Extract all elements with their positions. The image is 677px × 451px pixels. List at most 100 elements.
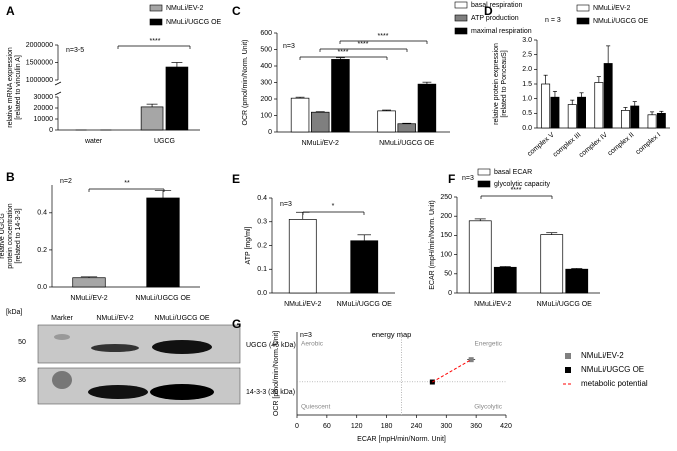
panel-label: D <box>484 4 493 18</box>
legend-swatch <box>149 18 163 26</box>
x-tick-label: complex II <box>607 132 636 158</box>
y-tick-label: 0 <box>448 290 452 297</box>
y-tick-label: 0 <box>268 129 272 136</box>
y-tick-label: 200 <box>440 213 452 220</box>
x-tick-label: water <box>84 138 103 145</box>
axis-break <box>54 81 62 86</box>
y-tick-label: 400 <box>260 63 272 70</box>
panel-label: F <box>448 172 455 186</box>
bar <box>468 220 492 294</box>
blot-band <box>152 340 212 354</box>
annotation: n=3 <box>280 201 292 208</box>
panel-label: G <box>232 317 241 331</box>
x-tick-label: NMuLi/EV-2 <box>70 295 107 302</box>
quadrant-label: Glycolytic <box>474 404 503 411</box>
y-tick-label: 150 <box>440 232 452 239</box>
bar <box>540 234 564 294</box>
legend-label: NMuLi/UGCG OE <box>581 365 644 374</box>
x-axis-label: ECAR [mpH/min/Norm. Unit] <box>357 436 446 443</box>
annotation: **** <box>338 49 349 56</box>
legend-label: NMuLi/UGCG OE <box>593 18 649 25</box>
y-axis-label: [related to 14-3-3] <box>15 208 22 263</box>
y-axis-label: ECAR (mpH/min/Norm. Unit) <box>429 200 436 289</box>
y-tick-label: 0.5 <box>522 110 532 117</box>
point <box>468 357 474 363</box>
y-axis-label: OCR (pmol/min/Norm. Unit) <box>242 40 249 126</box>
y-tick-label: 0 <box>49 127 53 134</box>
x-tick-label: 120 <box>351 423 363 430</box>
bar <box>541 83 551 129</box>
legend-label: NMuLi/UGCG OE <box>166 19 222 26</box>
y-tick-label: 3.0 <box>522 37 532 44</box>
quadrant-label: Quiescent <box>301 404 330 411</box>
bar <box>594 82 604 129</box>
y-tick-label: 0.0 <box>257 290 267 297</box>
annotation: n=3 <box>283 43 295 50</box>
lane-label: NMuLi/UGCG OE <box>154 315 210 322</box>
panel-label: A <box>6 4 15 18</box>
blot-band <box>52 371 72 389</box>
y-tick-label: 0.2 <box>37 247 47 254</box>
bar <box>630 105 640 129</box>
bar <box>603 63 613 129</box>
legend-swatch <box>149 4 163 12</box>
bar <box>311 111 330 133</box>
western-blot: [kDa] Marker NMuLi/EV-2 NMuLi/UGCG OE 50… <box>6 309 296 405</box>
bar <box>620 110 630 129</box>
y-axis-label: [related to vinculin A] <box>15 55 22 120</box>
y-tick-label: 0.4 <box>37 210 47 217</box>
panel-label: B <box>6 170 15 184</box>
panel-label: C <box>232 4 241 18</box>
y-tick-label: 0.0 <box>37 284 47 291</box>
annotation: **** <box>511 187 522 194</box>
blot-panel <box>37 367 241 405</box>
bar <box>567 104 577 129</box>
chart-title: energy map <box>372 330 412 339</box>
y-tick-label: 300 <box>260 79 272 86</box>
legend-swatch <box>477 168 491 176</box>
x-tick-label: NMuLi/UGCG OE <box>379 140 435 147</box>
y-tick-label: 100 <box>260 112 272 119</box>
quadrant-label: Aerobic <box>301 341 324 348</box>
y-axis-label: relative mRNA expression <box>7 47 14 128</box>
annotation: **** <box>358 41 369 48</box>
y-tick-label: 0.3 <box>257 219 267 226</box>
legend-swatch <box>454 27 468 35</box>
y-tick-label: 600 <box>260 30 272 37</box>
legend-label: NMuLi/EV-2 <box>166 5 203 12</box>
marker-label: 36 <box>18 377 26 384</box>
legend-swatch <box>477 180 491 188</box>
bar <box>577 96 587 129</box>
y-tick-label: 2.0 <box>522 66 532 73</box>
legend-label: NMuLi/EV-2 <box>593 5 630 12</box>
y-axis-label: OCR [pmol/min/Norm. Unit] <box>273 331 280 416</box>
band-label: UGCG (46 kDa) <box>246 342 296 349</box>
annotation: * <box>332 203 335 210</box>
y-tick-label: 30000 <box>34 94 54 101</box>
legend-swatch <box>565 353 571 359</box>
bar <box>493 266 517 294</box>
y-axis-label: ATP [mg/ml] <box>245 227 252 265</box>
x-tick-label: NMuLi/UGCG OE <box>337 301 393 308</box>
bar <box>288 219 317 294</box>
kda-label: [kDa] <box>6 309 22 316</box>
annotation: n=2 <box>60 178 72 185</box>
y-tick-label: 0.1 <box>257 266 267 273</box>
bar <box>397 123 416 133</box>
bar <box>140 106 164 131</box>
y-tick-label: 0.2 <box>257 242 267 249</box>
y-axis-label: relative UGCG <box>0 213 6 259</box>
lane-label: Marker <box>51 315 73 322</box>
blot-band <box>54 334 70 340</box>
legend-swatch <box>576 17 590 25</box>
y-tick-label: 1.0 <box>522 96 532 103</box>
y-tick-label: 50 <box>444 271 452 278</box>
bar <box>377 110 396 133</box>
legend-label: basal ECAR <box>494 169 532 176</box>
annotation: **** <box>378 33 389 40</box>
y-tick-label: 0.4 <box>257 195 267 202</box>
annotation: n = 3 <box>545 17 561 24</box>
legend-swatch <box>454 1 468 9</box>
x-tick-label: 300 <box>440 423 452 430</box>
